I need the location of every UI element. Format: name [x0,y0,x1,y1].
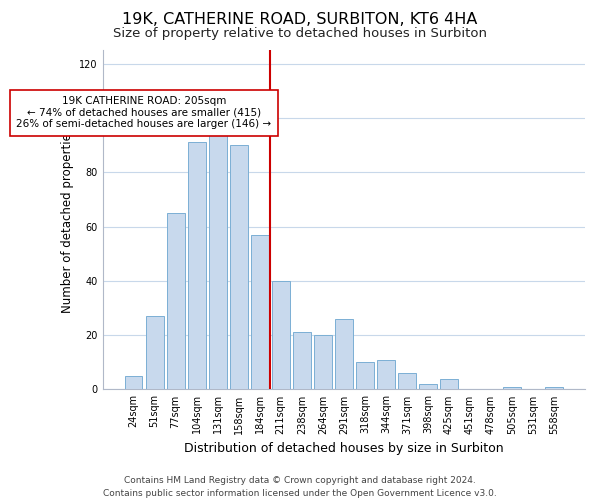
Bar [545,386,563,390]
Bar [440,378,458,390]
Y-axis label: Number of detached properties: Number of detached properties [61,126,74,312]
Bar [230,145,248,390]
Text: 19K CATHERINE ROAD: 205sqm
← 74% of detached houses are smaller (415)
26% of sem: 19K CATHERINE ROAD: 205sqm ← 74% of deta… [16,96,272,130]
Bar [293,332,311,390]
Bar [209,128,227,390]
Bar [146,316,164,390]
Bar [272,281,290,390]
Bar [335,319,353,390]
Bar [419,384,437,390]
Bar [314,335,332,390]
Text: 19K, CATHERINE ROAD, SURBITON, KT6 4HA: 19K, CATHERINE ROAD, SURBITON, KT6 4HA [122,12,478,28]
Text: Size of property relative to detached houses in Surbiton: Size of property relative to detached ho… [113,28,487,40]
Bar [398,373,416,390]
Bar [503,386,521,390]
Bar [251,234,269,390]
Bar [356,362,374,390]
Text: Contains HM Land Registry data © Crown copyright and database right 2024.
Contai: Contains HM Land Registry data © Crown c… [103,476,497,498]
Bar [167,213,185,390]
Bar [188,142,206,390]
Bar [377,360,395,390]
Bar [125,376,142,390]
X-axis label: Distribution of detached houses by size in Surbiton: Distribution of detached houses by size … [184,442,503,455]
